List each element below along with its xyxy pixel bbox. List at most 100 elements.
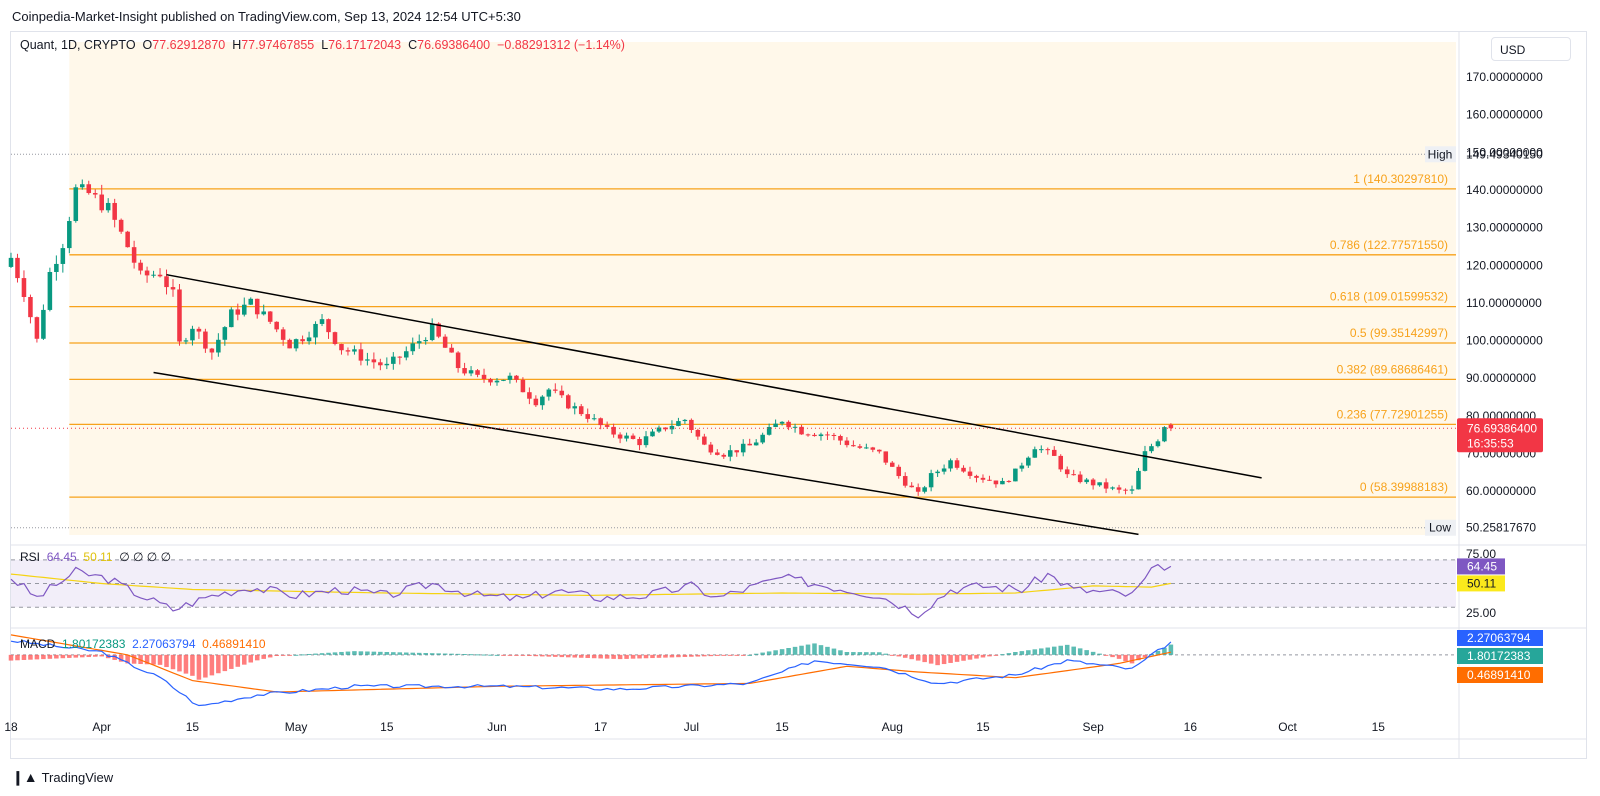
macd-histogram-bar [436,653,441,655]
macd-histogram-bar [831,648,837,655]
macd-histogram-bar [28,654,33,660]
macd-histogram-bar [980,654,986,658]
candle-body [352,349,357,352]
candle-body [138,262,143,271]
macd-histogram-bar [818,645,824,655]
macd-histogram-bar [520,654,526,656]
candle-body [779,421,785,424]
macd-histogram-bar [358,651,364,655]
macd-histogram-bar [747,654,752,656]
candle-body [378,362,383,366]
candle-body [773,423,778,428]
rsi-legend: RSI 64.45 50.11 ∅ ∅ ∅ ∅ [20,550,171,564]
candle-body [844,440,850,446]
time-tick-label: Aug [882,720,903,734]
macd-histogram-bar [630,654,636,659]
macd-histogram-bar [190,654,195,676]
candle-body [216,339,221,353]
candle-body [280,329,286,340]
candle-body [676,421,681,426]
candle-body [481,374,487,380]
macd-histogram-bar [21,654,27,660]
open-value: 77.62912870 [152,38,226,52]
candle-body [1026,457,1031,466]
candle-body [313,323,318,338]
candle-body [319,319,325,324]
time-tick-label: 15 [1372,720,1386,734]
currency-button[interactable]: USD [1491,37,1571,61]
candle-body [300,339,305,342]
macd-histogram-bar [1006,653,1012,655]
macd-histogram-bar [365,651,370,655]
macd-line-value: 2.27063794 [132,637,196,651]
macd-signal-line [10,634,1172,693]
candle-body [591,418,597,420]
macd-histogram-bar [877,652,882,655]
candle-body [326,319,331,333]
candle-body [293,339,299,349]
candle-body [870,447,876,450]
candle-body [1032,449,1038,458]
candle-body [190,328,195,341]
candle-body [34,317,40,339]
macd-histogram-bar [857,652,863,655]
candle-body [21,278,27,297]
candle-body [1064,469,1070,475]
macd-histogram-bar [8,654,14,661]
macd-histogram-bar [779,649,785,655]
macd-histogram-bar [157,654,163,665]
candle-body [1110,487,1115,489]
candle-body [67,221,72,249]
macd-histogram-bar [961,654,966,661]
macd-value-tag-label: 2.27063794 [1467,631,1531,645]
macd-histogram-bar [99,654,104,657]
publication-credit: Coinpedia-Market-Insight published on Tr… [12,9,521,24]
brand-label: TradingView [41,770,114,785]
macd-histogram-bar [1084,650,1089,655]
candle-body [235,309,241,315]
candle-body [527,392,532,399]
candle-body [203,331,208,349]
macd-histogram-bar [47,654,53,659]
footer-brand[interactable]: ❙▲ TradingView [12,769,113,786]
macd-histogram-bar [73,654,79,658]
candle-body [624,435,629,439]
macd-histogram-bar [1110,654,1115,658]
candle-body [702,436,707,445]
low-value: 50.25817670 [1466,521,1536,535]
macd-histogram-bar [598,654,603,659]
candle-body [125,231,130,248]
macd-histogram-bar [1142,654,1148,658]
candle-body [47,271,53,310]
macd-histogram-bar [727,654,733,656]
candle-body [1039,449,1044,451]
macd-histogram-bar [67,654,72,658]
macd-legend: MACD 1.80172383 2.27063794 0.46891410 [20,637,266,651]
candle-body [935,471,940,474]
macd-histogram-bar [229,654,234,669]
price-tick-label: 120.00000000 [1466,258,1543,272]
macd-histogram-bar [468,654,474,656]
candle-body [961,467,966,472]
macd-histogram-bar [578,654,584,658]
change-value: −0.88291312 (−1.14%) [497,38,625,52]
candle-body [948,460,953,469]
candle-body [1168,424,1174,429]
rsi-extra: ∅ [160,550,172,564]
macd-histogram-bar [909,654,914,660]
rsi-extra: ∅ [119,550,130,564]
macd-histogram-bar [753,653,759,655]
candle-body [611,426,616,435]
macd-histogram-bar [851,652,856,655]
macd-histogram-bar [378,651,383,655]
macd-histogram-bar [889,654,895,656]
last-price-value: 76.69386400 [1467,421,1537,435]
candle-body [436,323,441,337]
macd-signal-value: 0.46891410 [202,637,266,651]
candle-body [553,389,558,391]
tradingview-logo-icon: ❙▲ [12,769,38,785]
fib-shaded-zone [69,42,1457,535]
candle-body [157,274,163,277]
candle-body [760,434,765,443]
